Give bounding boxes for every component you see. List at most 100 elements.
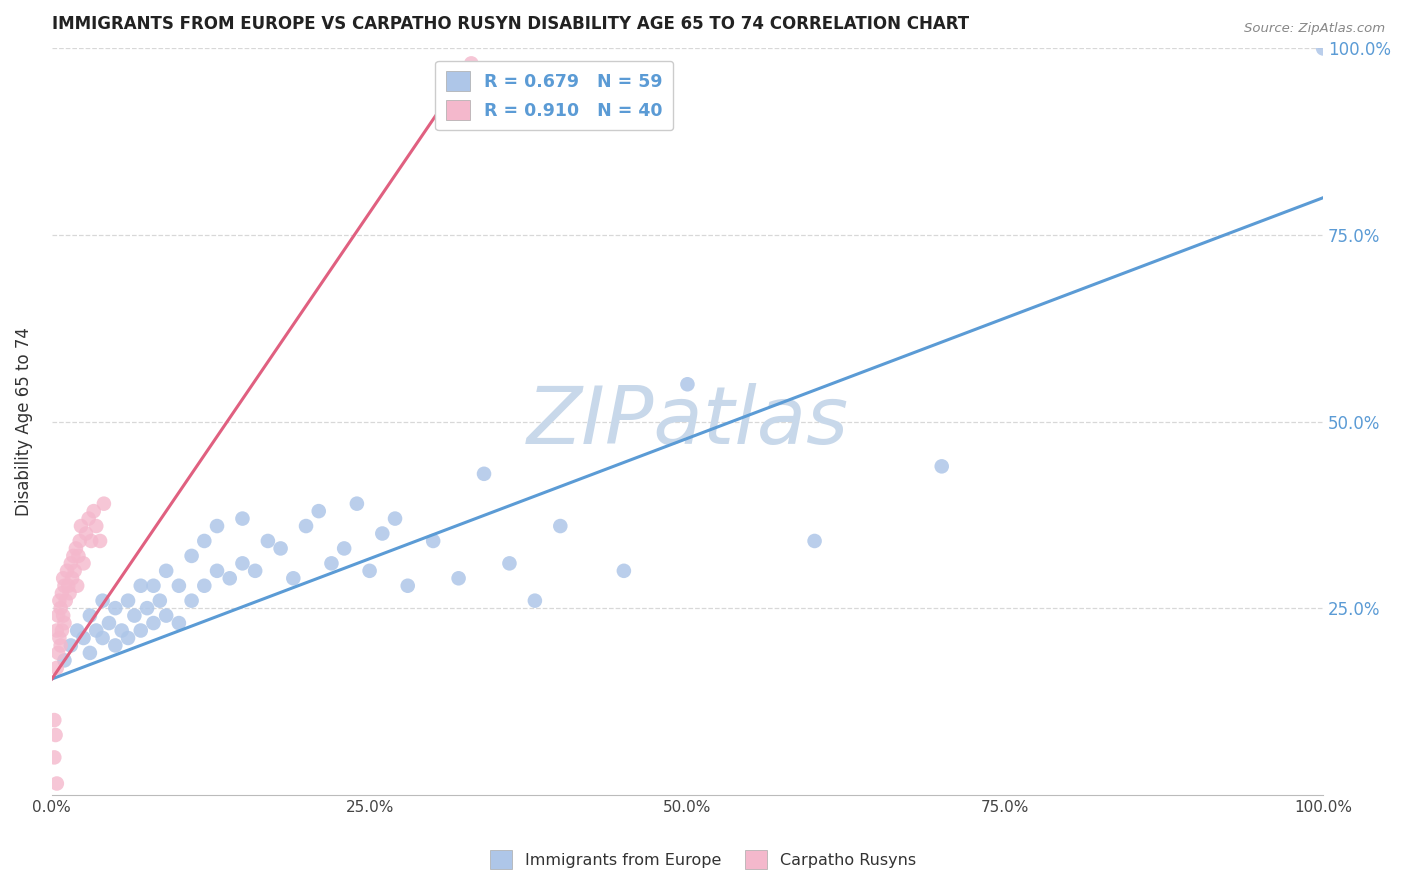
Point	[51, 624, 73, 638]
Point	[180, 549, 202, 563]
Point	[66, 579, 89, 593]
Point	[45, 776, 67, 790]
Point	[283, 571, 305, 585]
Point	[231, 511, 253, 525]
Point	[167, 615, 190, 630]
Point	[270, 541, 292, 556]
Point	[60, 571, 83, 585]
Point	[83, 504, 105, 518]
Point	[295, 519, 318, 533]
Point	[460, 56, 482, 70]
Point	[44, 750, 66, 764]
Point	[124, 608, 146, 623]
Point	[93, 497, 115, 511]
Text: IMMIGRANTS FROM EUROPE VS CARPATHO RUSYN DISABILITY AGE 65 TO 74 CORRELATION CHA: IMMIGRANTS FROM EUROPE VS CARPATHO RUSYN…	[52, 15, 969, 33]
Point	[84, 519, 107, 533]
Point	[91, 593, 114, 607]
Point	[371, 526, 394, 541]
Point	[65, 541, 87, 556]
Point	[167, 579, 190, 593]
Point	[80, 533, 103, 548]
Point	[58, 586, 80, 600]
Text: ZIPatlas: ZIPatlas	[526, 383, 848, 460]
Point	[155, 608, 177, 623]
Point	[422, 533, 444, 548]
Point	[89, 533, 111, 548]
Point	[117, 631, 139, 645]
Point	[49, 601, 72, 615]
Point	[91, 631, 114, 645]
Point	[1312, 41, 1334, 55]
Point	[193, 533, 215, 548]
Point	[59, 639, 82, 653]
Point	[51, 586, 73, 600]
Point	[180, 593, 202, 607]
Point	[63, 564, 86, 578]
Point	[53, 653, 76, 667]
Point	[62, 549, 84, 563]
Point	[803, 533, 825, 548]
Point	[136, 601, 159, 615]
Point	[257, 533, 280, 548]
Point	[52, 608, 75, 623]
Point	[676, 377, 699, 392]
Point	[84, 624, 107, 638]
Point	[359, 564, 381, 578]
Point	[104, 639, 127, 653]
Point	[472, 467, 495, 481]
Point	[58, 579, 80, 593]
Point	[46, 646, 69, 660]
Point	[56, 564, 79, 578]
Point	[498, 557, 520, 571]
Point	[931, 459, 953, 474]
Point	[53, 579, 76, 593]
Point	[117, 593, 139, 607]
Point	[104, 601, 127, 615]
Point	[384, 511, 406, 525]
Point	[550, 519, 572, 533]
Point	[193, 579, 215, 593]
Y-axis label: Disability Age 65 to 74: Disability Age 65 to 74	[15, 327, 32, 516]
Point	[613, 564, 636, 578]
Point	[523, 593, 546, 607]
Point	[155, 564, 177, 578]
Point	[205, 564, 228, 578]
Point	[49, 639, 72, 653]
Point	[70, 519, 93, 533]
Point	[55, 593, 77, 607]
Point	[447, 571, 470, 585]
Point	[45, 728, 67, 742]
Point	[69, 533, 91, 548]
Point	[396, 579, 419, 593]
Point	[333, 541, 356, 556]
Point	[129, 624, 152, 638]
Point	[149, 593, 172, 607]
Point	[66, 624, 89, 638]
Point	[205, 519, 228, 533]
Point	[48, 631, 70, 645]
Text: Source: ZipAtlas.com: Source: ZipAtlas.com	[1244, 22, 1385, 36]
Point	[129, 579, 152, 593]
Point	[52, 571, 75, 585]
Point	[67, 549, 90, 563]
Point	[243, 564, 266, 578]
Legend: Immigrants from Europe, Carpatho Rusyns: Immigrants from Europe, Carpatho Rusyns	[484, 844, 922, 875]
Point	[231, 557, 253, 571]
Point	[142, 615, 165, 630]
Point	[53, 615, 76, 630]
Point	[321, 557, 343, 571]
Legend: R = 0.679   N = 59, R = 0.910   N = 40: R = 0.679 N = 59, R = 0.910 N = 40	[436, 61, 673, 130]
Point	[77, 511, 100, 525]
Point	[45, 624, 67, 638]
Point	[218, 571, 240, 585]
Point	[72, 557, 94, 571]
Point	[72, 631, 94, 645]
Point	[48, 593, 70, 607]
Point	[46, 608, 69, 623]
Point	[79, 608, 101, 623]
Point	[75, 526, 97, 541]
Point	[346, 497, 368, 511]
Point	[111, 624, 134, 638]
Point	[59, 557, 82, 571]
Point	[97, 615, 120, 630]
